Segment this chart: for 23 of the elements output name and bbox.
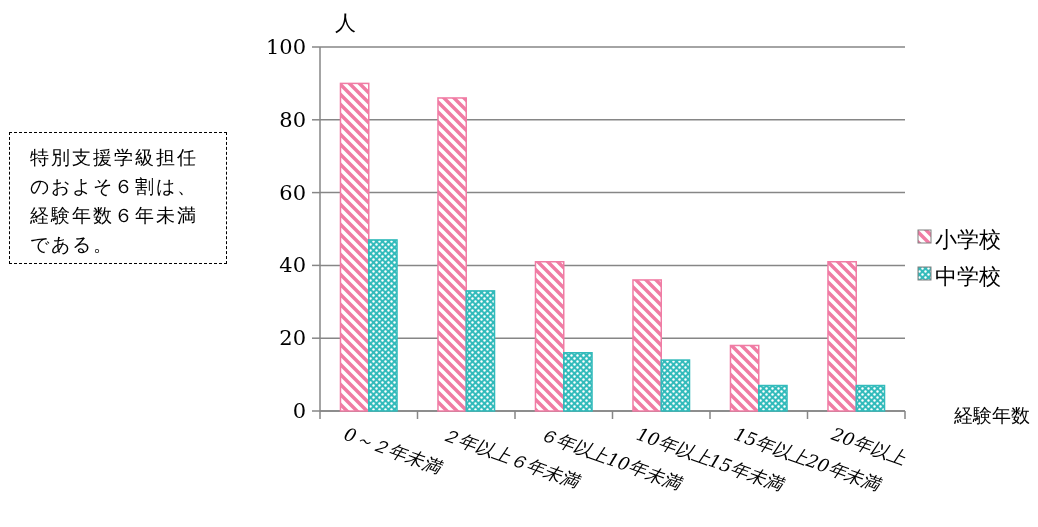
bar: [437, 97, 467, 412]
legend-label: 小学校: [935, 227, 1001, 252]
bar: [465, 290, 496, 412]
bar: [729, 344, 760, 412]
y-tick-label: 0: [292, 399, 306, 423]
bar: [368, 239, 398, 412]
bar: [534, 261, 565, 412]
x-axis-title: 経験年数: [953, 404, 1030, 426]
bar: [339, 82, 370, 412]
bar: [827, 261, 857, 412]
y-tick-label: 20: [279, 326, 306, 351]
y-tick-label: 100: [265, 35, 306, 59]
bar: [563, 352, 593, 412]
text: 特別支援学級担任のおよそ６割は、経験年数６年未満である。: [9, 132, 227, 264]
y-tick-label: 40: [279, 253, 306, 278]
y-axis-title: 人: [334, 11, 356, 35]
bar: [660, 359, 691, 412]
y-tick-label: 60: [279, 180, 306, 205]
bar: [632, 279, 662, 412]
bar: [855, 384, 886, 412]
legend-label: 中学校: [935, 264, 1001, 289]
y-tick-label: 80: [279, 107, 306, 132]
bar: [758, 384, 788, 412]
